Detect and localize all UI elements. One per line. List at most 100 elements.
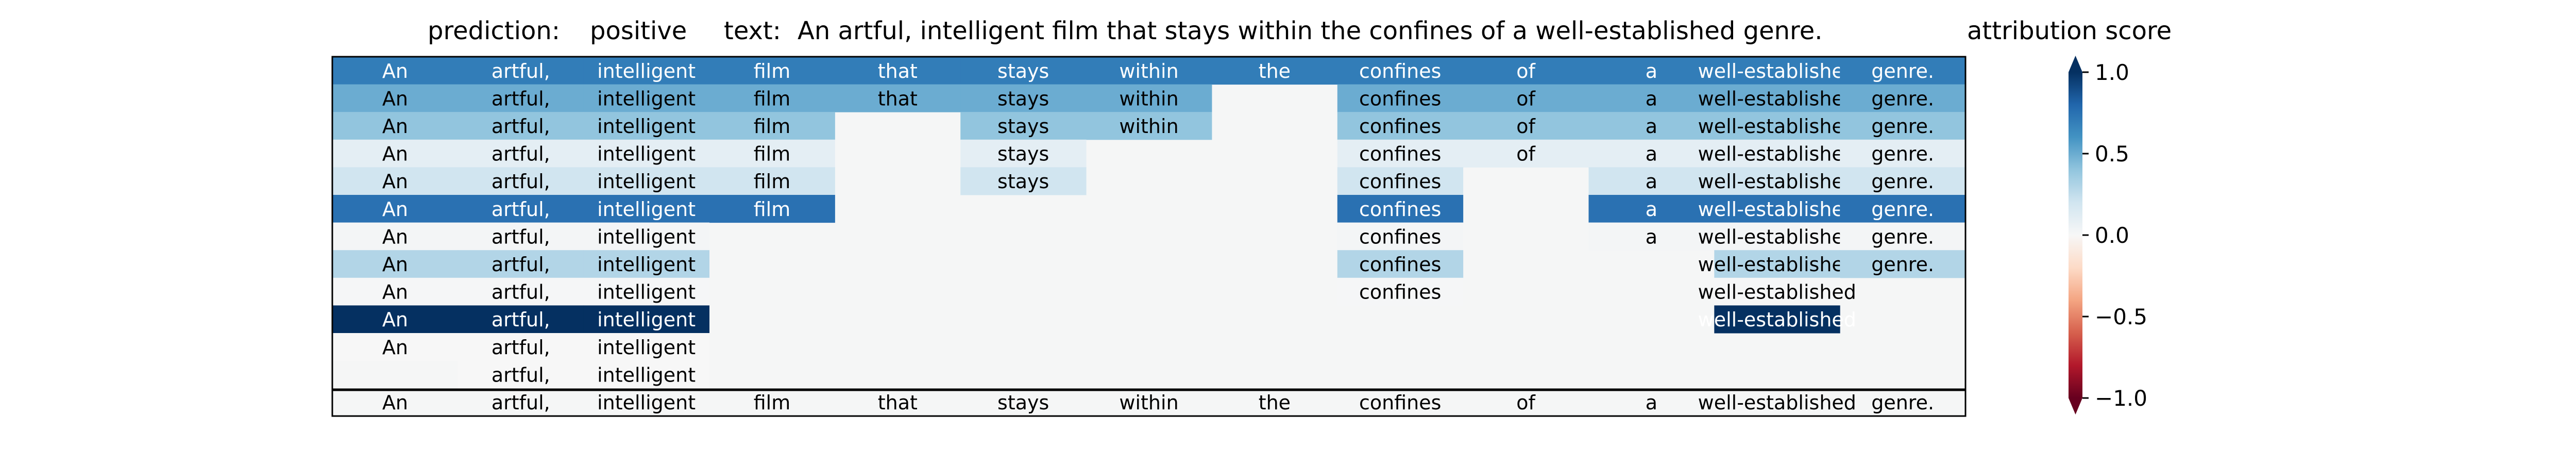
heatmap-cell [1211,57,1338,85]
heatmap-cell [1588,57,1715,85]
colorbar-title: attribution score [1967,16,2172,45]
token-label: An [382,253,408,276]
token-label: artful, [492,281,550,304]
heatmap-cell [1463,84,1589,112]
token-label: genre. [1871,87,1934,110]
heatmap-cell [1588,139,1715,168]
heatmap-cell [709,57,835,85]
token-label: of [1516,60,1536,82]
heatmap-cell [583,195,710,223]
token-label: artful, [492,87,550,110]
token-label: intelligent [597,87,696,110]
heatmap-cell [709,84,835,112]
heatmap-cell [1840,250,1966,278]
token-label: a [1646,143,1657,165]
token-label: An [382,60,408,82]
token-label: well-established [1698,198,1856,221]
token-label: film [754,198,791,221]
heatmap-cell [583,305,710,334]
token-label: confines [1359,253,1441,276]
colorbar-gradient [2069,72,2082,398]
colorbar-tick-label: 0.5 [2095,141,2129,167]
heatmap-cell [1337,112,1464,140]
token-label: confines [1359,87,1441,110]
token-label: artful, [492,308,550,331]
token-label: the [1259,391,1291,414]
token-label: film [754,391,791,414]
colorbar-tick-label: 0.0 [2095,223,2129,248]
heatmap-cell [1588,112,1715,140]
token-label: genre. [1871,225,1934,248]
heatmap-cell [1337,84,1464,112]
token-label: genre. [1871,198,1934,221]
heatmap-cell [960,167,1087,195]
heatmap-cell [1714,167,1840,195]
token-label: An [382,198,408,221]
token-label: artful, [492,115,550,138]
heatmap-cell [457,112,584,140]
heatmap-cell [332,167,459,195]
token-label: intelligent [597,225,696,248]
heatmap-cell [332,195,459,223]
token-label: An [382,281,408,304]
token-label: well-established [1698,281,1856,304]
token-label: intelligent [597,198,696,221]
token-label: well-established [1698,115,1856,138]
token-label: An [382,87,408,110]
heatmap-cell [1840,112,1966,140]
heatmap-cell [332,139,459,168]
heatmap-cell [1588,195,1715,223]
heatmap-cell [1086,57,1212,85]
token-label: An [382,308,408,331]
heatmap-cell [1714,139,1840,168]
heatmap-cell [1337,250,1464,278]
token-label: confines [1359,198,1441,221]
heatmap-cell [457,305,584,334]
heatmap-cell [835,84,961,112]
token-label: a [1646,60,1657,82]
heatmap-cell [332,305,459,334]
heatmap-cell [1588,222,1715,251]
token-label: that [878,60,918,82]
heatmap-cell [332,222,459,251]
heatmap-frame [331,56,1967,417]
token-label: that [878,87,918,110]
heatmap-cell [960,57,1087,85]
token-label: a [1646,225,1657,248]
colorbar-max-arrow [2069,56,2082,72]
token-row: An artful, intelligent film that stays within t… [382,391,1934,414]
token-label: intelligent [597,170,696,193]
heatmap-cell [332,57,459,85]
heatmap-cell [1337,277,1464,306]
heatmap-cell [709,167,835,195]
token-label: confines [1359,143,1441,165]
colorbar-min-arrow [2069,398,2082,415]
heatmap-cell [583,57,710,85]
token-label: An [382,143,408,165]
token-label: film [754,87,791,110]
colorbar-tick-label: −1.0 [2095,386,2147,411]
heatmap-cell [332,333,459,361]
token-label: confines [1359,170,1441,193]
heatmap-cell [583,139,710,168]
token-label: artful, [492,391,550,414]
token-label: genre. [1871,60,1934,82]
heatmap-cell [457,57,584,85]
token-label: that [878,391,918,414]
heatmap-cell [583,84,710,112]
token-label: intelligent [597,60,696,82]
token-label: film [754,143,791,165]
heatmap-cell [457,84,584,112]
token-label: of [1516,115,1536,138]
token-label: stays [997,60,1049,82]
token-label: intelligent [597,115,696,138]
token-label: a [1646,391,1657,414]
heatmap-cell [457,222,584,251]
prediction-value: positive [590,16,687,45]
token-label: a [1646,170,1657,193]
token-label: genre. [1871,253,1934,276]
token-label: film [754,60,791,82]
token-label: within [1119,115,1178,138]
token-label: genre. [1871,115,1934,138]
heatmap-cell [457,277,584,306]
